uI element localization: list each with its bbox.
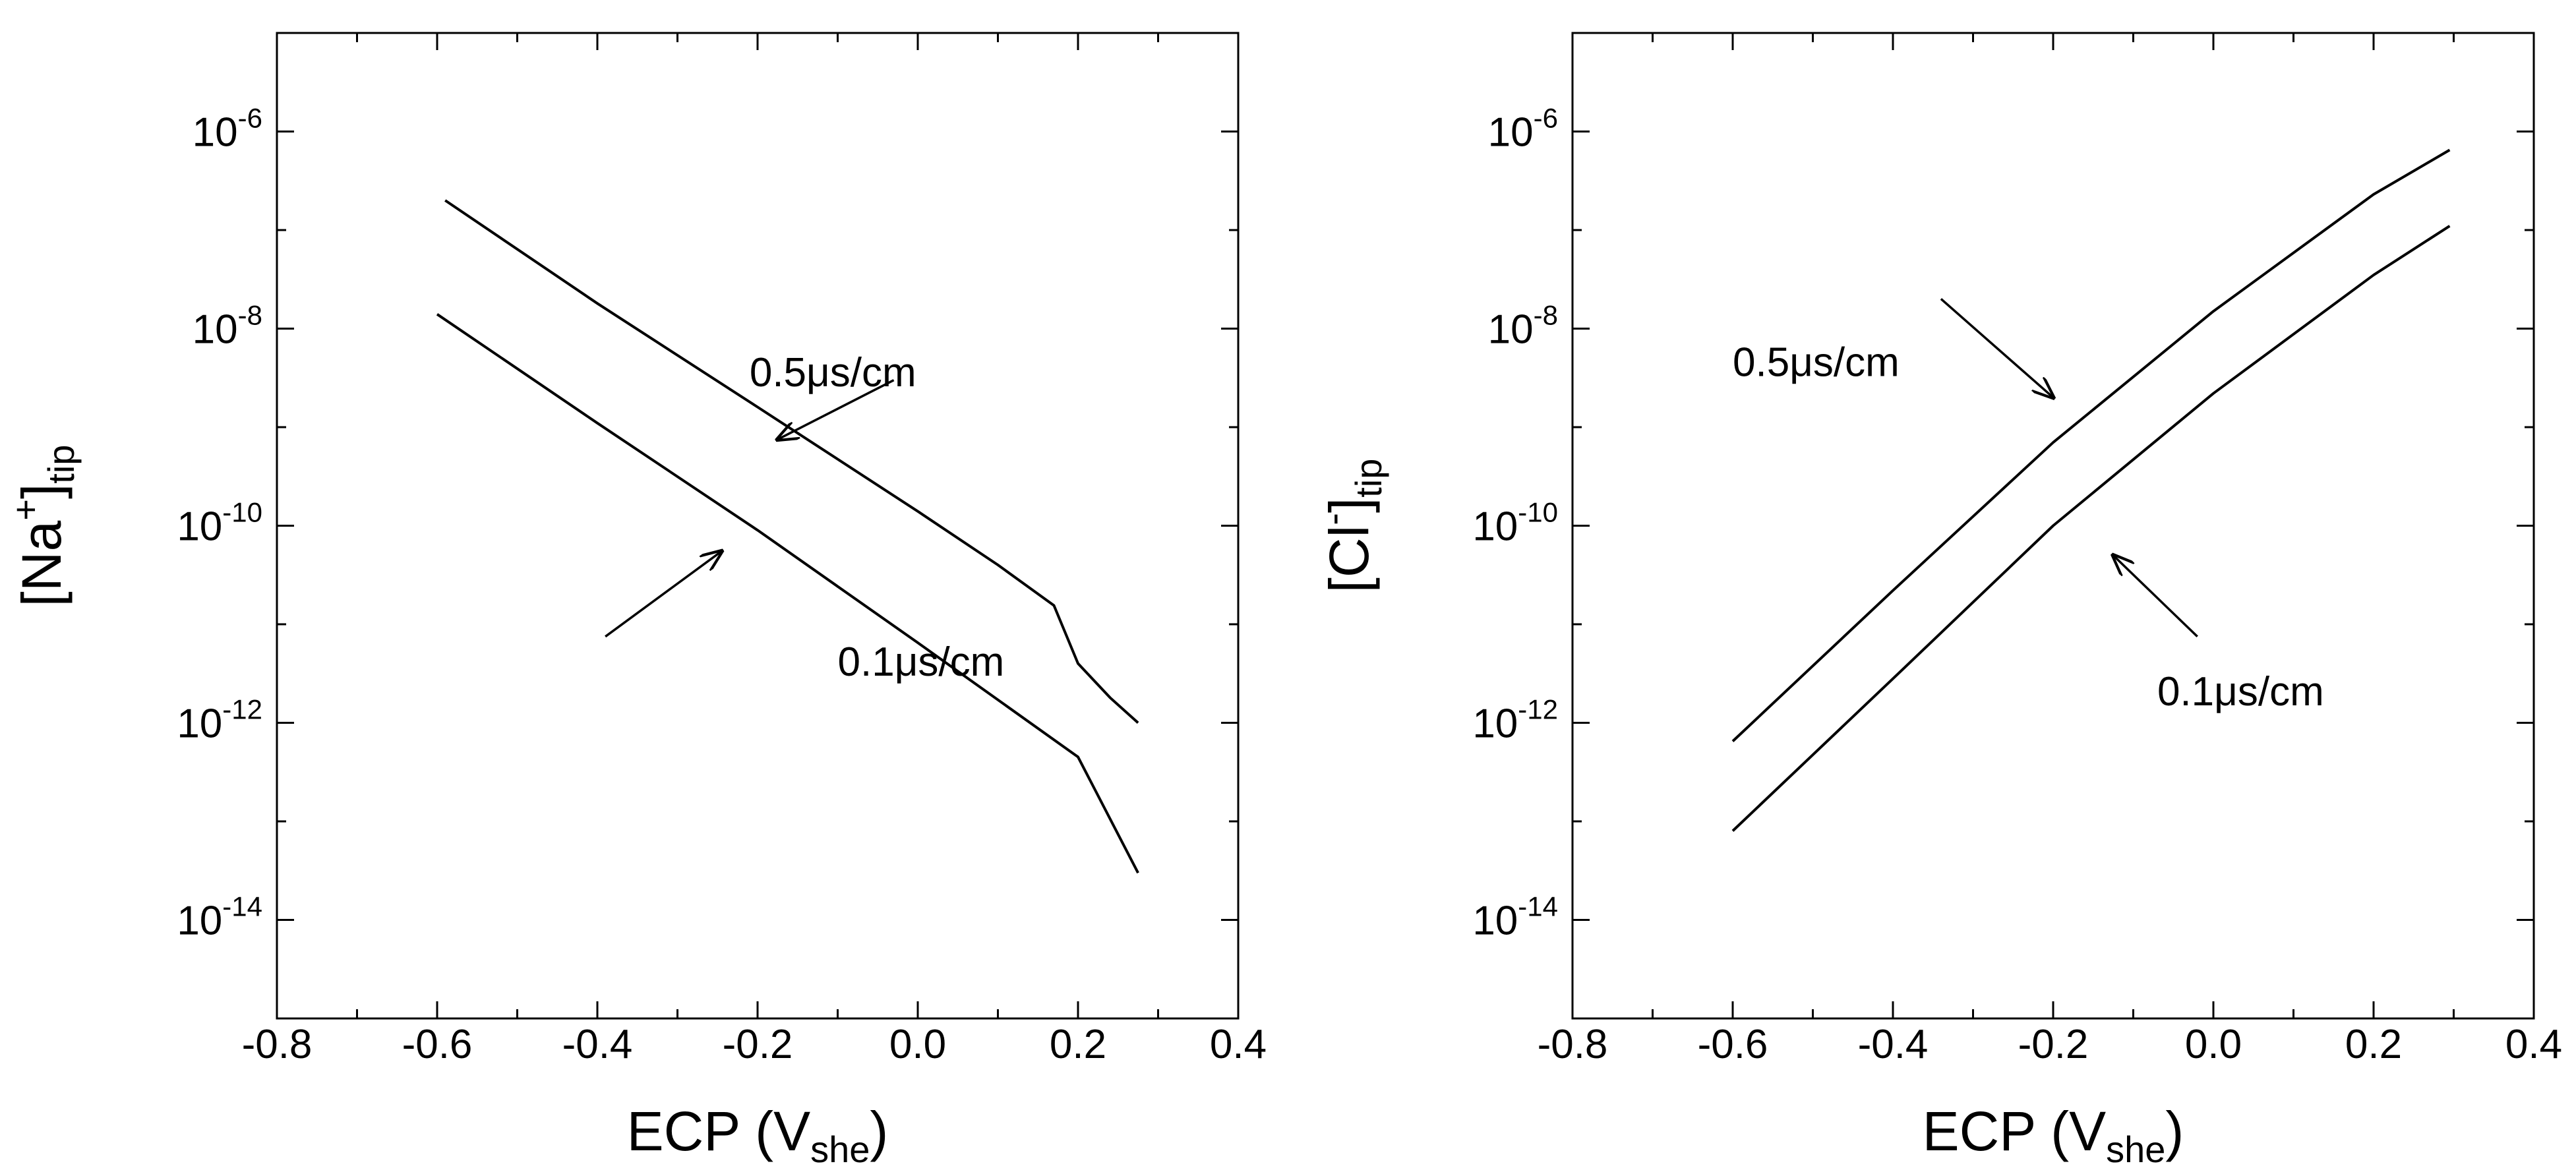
annotation-label: 0.5μs/cm <box>1733 339 1900 385</box>
x-tick-label: -0.2 <box>723 1022 793 1067</box>
y-tick-label: 10-10 <box>1472 497 1558 550</box>
x-tick-label: -0.8 <box>1538 1022 1608 1067</box>
x-tick-label: 0.4 <box>1210 1022 1267 1067</box>
y-tick-label: 10-10 <box>177 497 262 550</box>
x-tick-label: -0.4 <box>562 1022 633 1067</box>
y-tick-label: 10-8 <box>1488 300 1558 353</box>
y-tick-label: 10-6 <box>1488 103 1558 156</box>
x-tick-label: 0.2 <box>2345 1022 2402 1067</box>
annotation-arrow <box>605 551 721 638</box>
y-tick-label: 10-12 <box>1472 694 1558 747</box>
x-tick-label: -0.6 <box>402 1022 473 1067</box>
chart-panel-na: -0.8 -0.6 -0.4 -0.2 0.0 0.2 0.4 10-14 10-12 10-10… <box>5 32 1267 1170</box>
y-axis-title: [Na+]tip <box>5 445 82 607</box>
series-line-0p5 <box>444 199 1139 724</box>
y-axis-title: [Cl-]tip <box>1312 459 1389 593</box>
series-line-0p1 <box>436 313 1139 874</box>
y-tick-label: 10-12 <box>177 694 262 747</box>
annotation-arrow <box>2113 556 2198 637</box>
annotation-arrow <box>1940 298 2053 397</box>
y-tick-label: 10-8 <box>193 300 262 353</box>
x-tick-label: 0.0 <box>889 1022 946 1067</box>
annotation-label: 0.1μs/cm <box>838 639 1005 685</box>
series-line-0p1 <box>1731 225 2451 832</box>
series-line-0p5 <box>1731 148 2451 742</box>
x-tick-label: -0.6 <box>1698 1022 1768 1067</box>
x-axis-title: ECP (Vshe) <box>627 1100 889 1170</box>
x-tick-label: 0.2 <box>1050 1022 1106 1067</box>
x-tick-label: 0.0 <box>2185 1022 2242 1067</box>
annotation-label: 0.5μs/cm <box>750 350 916 396</box>
x-tick-label: 0.4 <box>2505 1022 2562 1067</box>
x-tick-label: -0.4 <box>1858 1022 1929 1067</box>
plot-frame <box>276 32 1240 1020</box>
y-tick-label: 10-6 <box>193 103 262 156</box>
x-tick-label: -0.8 <box>242 1022 313 1067</box>
chart-panel-cl: -0.8 -0.6 -0.4 -0.2 0.0 0.2 0.4 10-14 10-12 10-10… <box>1312 32 2562 1170</box>
annotation-label: 0.1μs/cm <box>2157 669 2324 715</box>
x-tick-label: -0.2 <box>2018 1022 2089 1067</box>
y-tick-label: 10-14 <box>1472 891 1558 944</box>
annotation-arrow <box>777 379 895 440</box>
x-axis-title: ECP (Vshe) <box>1923 1100 2184 1170</box>
y-tick-label: 10-14 <box>177 891 262 944</box>
